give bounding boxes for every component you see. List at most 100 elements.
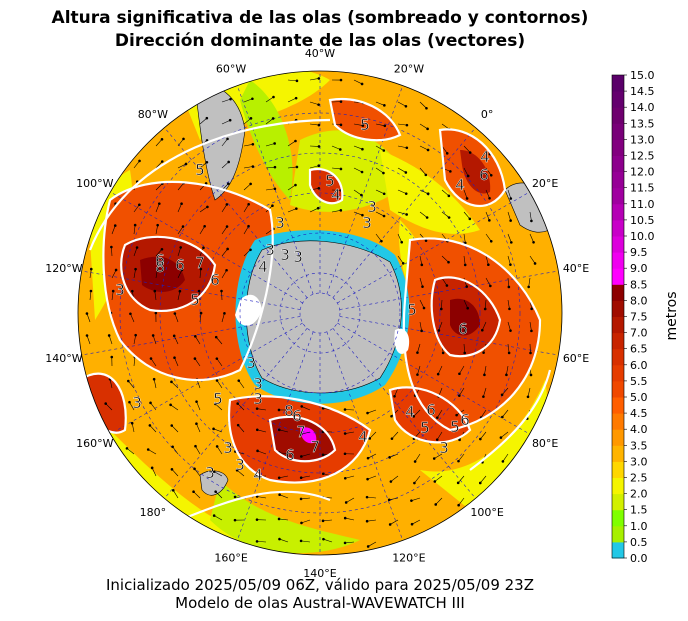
contour-label: 3	[367, 198, 377, 216]
colorbar-tick-label: 3.0	[630, 455, 648, 468]
longitude-labels: 40°W 20°W 0° 20°E 40°E 60°E 80°E 100°E 120°E 140°…	[45, 47, 589, 580]
contour-label: 5	[407, 301, 417, 319]
colorbar-tick-label: 0.5	[630, 536, 648, 549]
contour-label: 5	[450, 418, 460, 436]
colorbar-tick-label: 6.0	[630, 359, 648, 372]
colorbar-tick-label: 10.5	[630, 214, 655, 227]
colorbar-segment	[612, 525, 624, 543]
low-wave-area	[210, 480, 360, 554]
colorbar-segment	[612, 413, 624, 430]
contour-label: 3	[223, 439, 233, 457]
contour-label: 4	[480, 148, 490, 166]
contour-label: 5	[195, 161, 205, 179]
longitude-label: 80°E	[532, 437, 558, 450]
colorbar-tick-label: 10.0	[630, 230, 655, 243]
colorbar: 0.0 0.5 1.0 1.5 2.0 2.5 3.0 3.5 4.0 4.5 5.0 5.5 6.0 6…	[611, 69, 655, 565]
south-america-land	[194, 83, 246, 201]
colorbar-tick-label: 2.0	[630, 488, 648, 501]
longitude-label: 20°E	[532, 177, 558, 190]
low-wave-area	[380, 150, 480, 234]
contour-label: 3	[246, 354, 256, 372]
colorbar-tick-label: 3.5	[630, 439, 648, 452]
colorbar-tick-label: 14.5	[630, 85, 655, 98]
colorbar-tick-label: 8.0	[630, 294, 648, 307]
contour-label: 5	[325, 172, 335, 190]
colorbar-segment	[612, 75, 624, 92]
colorbar-segment	[612, 397, 624, 414]
colorbar-segment	[612, 171, 624, 189]
longitude-label: 140°W	[45, 352, 82, 365]
low-wave-area	[420, 380, 548, 510]
colorbar-segment	[612, 461, 624, 478]
contour-label: 3	[293, 248, 303, 266]
colorbar-segment	[612, 236, 624, 253]
longitude-label: 120°E	[392, 551, 425, 564]
colorbar-segment	[612, 187, 624, 205]
map-boundary	[77, 70, 563, 556]
ice-shelf	[235, 294, 262, 326]
antarctica-land	[245, 240, 402, 394]
contour-label: 5	[420, 419, 430, 437]
colorbar-segment	[612, 541, 624, 559]
contour-label: 3	[132, 394, 142, 412]
contour-label: 3	[439, 439, 449, 457]
colorbar-segment	[612, 348, 624, 366]
high-wave-area	[80, 373, 126, 433]
contour-label: 8	[284, 402, 294, 420]
longitude-label: 40°E	[563, 262, 589, 275]
map-title-line2: Dirección dominante de las olas (vectore…	[114, 31, 526, 51]
contour-label: 4	[258, 258, 268, 276]
longitude-label: 160°W	[76, 437, 113, 450]
contour-label: 6	[175, 256, 185, 274]
contour-label: 7	[296, 423, 306, 441]
colorbar-segment	[612, 268, 624, 285]
colorbar-tick-label: 4.5	[630, 407, 648, 420]
contour-label: 6	[479, 166, 489, 184]
map-title-line1: Altura significativa de las olas (sombre…	[51, 8, 589, 28]
colorbar-segment	[612, 429, 624, 446]
contour-label: 3	[235, 456, 245, 474]
contour-label: 3	[253, 375, 263, 393]
colorbar-tick-label: 1.0	[630, 520, 648, 533]
longitude-label: 80°W	[138, 108, 168, 121]
contour-label: 4	[405, 403, 415, 421]
longitude-label: 160°E	[214, 551, 247, 564]
colorbar-tick-label: 13.5	[630, 117, 655, 130]
contour-label: 4	[455, 176, 465, 194]
longitude-label: 20°W	[394, 63, 424, 76]
colorbar-segment	[612, 139, 624, 156]
longitude-label: 60°E	[563, 352, 589, 365]
contour-label: 8	[155, 258, 165, 276]
colorbar-segment	[612, 107, 624, 124]
contour-label: 7	[195, 254, 205, 272]
colorbar-tick-label: 9.5	[630, 246, 648, 259]
contour-label: 6	[285, 446, 295, 464]
contour-label: 3	[275, 214, 285, 232]
contour-label: 3	[115, 281, 125, 299]
colorbar-segment	[612, 509, 624, 527]
colorbar-tick-label: 0.0	[630, 552, 648, 565]
colorbar-tick-label: 7.5	[630, 311, 648, 324]
colorbar-segment	[612, 219, 624, 237]
colorbar-tick-label: 1.5	[630, 504, 648, 517]
contour-label: 4	[358, 428, 368, 446]
caption-line1: Inicializado 2025/05/09 06Z, válido para…	[106, 576, 534, 594]
longitude-label: 0°	[481, 108, 494, 121]
contour-label: 7	[310, 438, 320, 456]
contour-label: 3	[265, 241, 275, 259]
contour-label: 6	[458, 320, 468, 338]
colorbar-tick-label: 12.5	[630, 150, 655, 163]
colorbar-tick-label: 13.0	[630, 133, 655, 146]
high-wave-area	[460, 150, 491, 194]
colorbar-tick-label: 5.5	[630, 375, 648, 388]
colorbar-tick-label: 4.0	[630, 423, 648, 436]
colorbar-tick-label: 9.0	[630, 262, 648, 275]
colorbar-tick-label: 7.0	[630, 327, 648, 340]
colorbar-tick-label: 15.0	[630, 69, 655, 82]
contour-label: 5	[190, 291, 200, 309]
contour-label: 6	[155, 251, 165, 269]
colorbar-segment	[612, 493, 624, 511]
contour-label: 6	[210, 271, 220, 289]
colorbar-segment	[612, 445, 624, 462]
